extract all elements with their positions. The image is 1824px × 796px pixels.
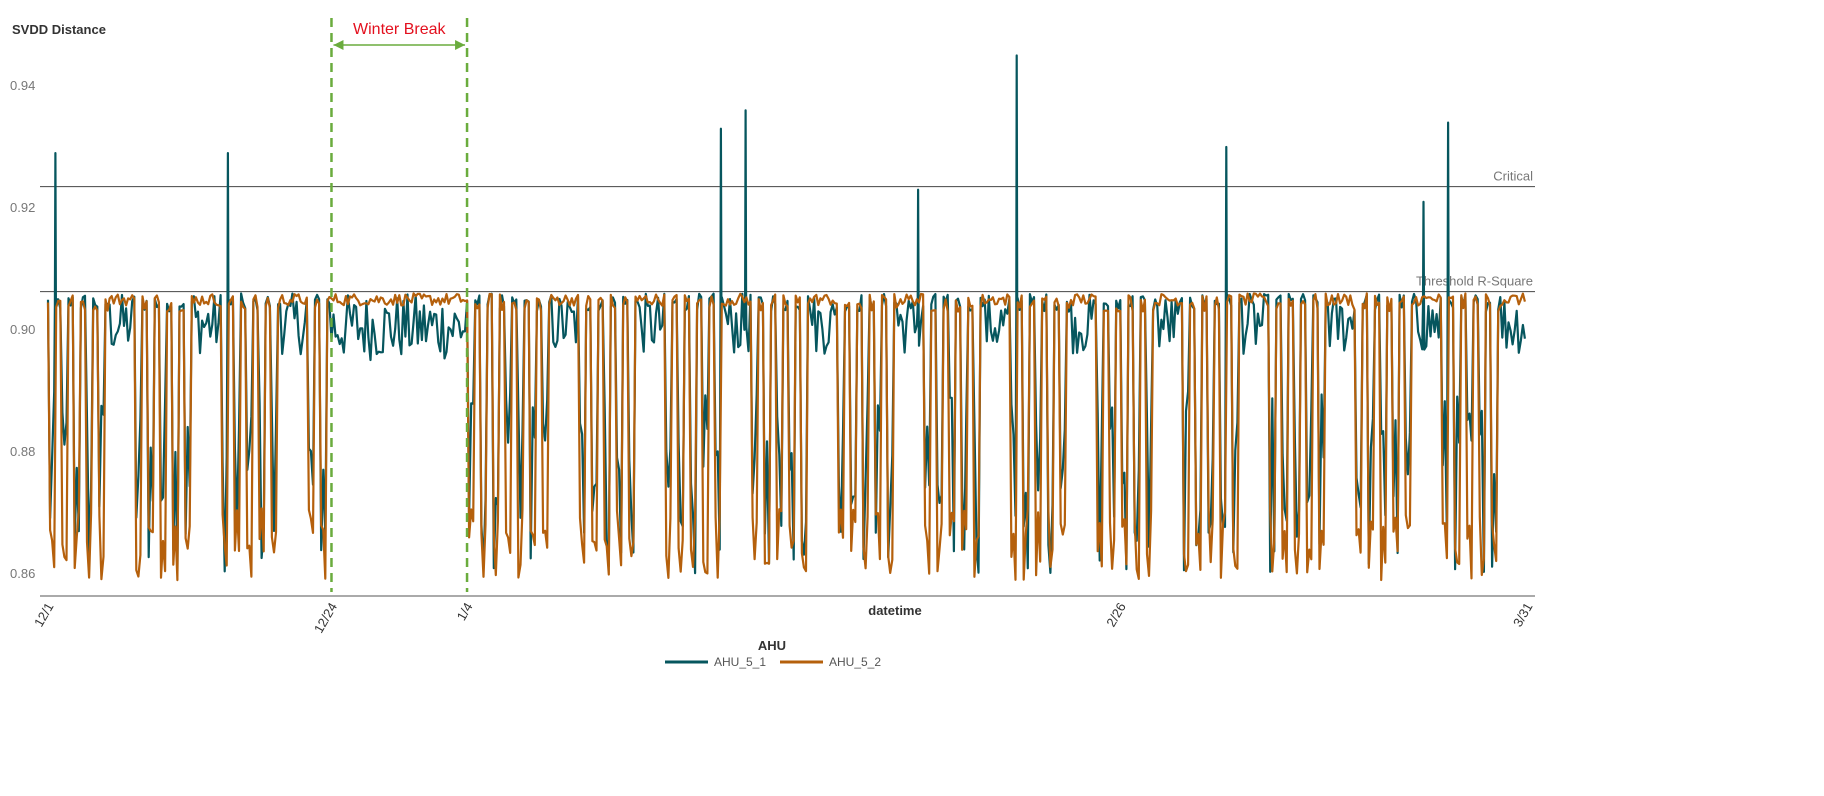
legend-title: AHU bbox=[758, 638, 786, 653]
x-tick-label-2: 1/4 bbox=[454, 600, 476, 623]
x-tick-label-4: 3/31 bbox=[1510, 600, 1536, 629]
series-line-ahu-5-2 bbox=[46, 292, 1526, 582]
legend: AHU AHU_5_1 AHU_5_2 bbox=[665, 638, 881, 669]
y-axis-label: SVDD Distance bbox=[12, 22, 106, 37]
plot-area: 0.86 0.88 0.90 0.92 0.94 12/1 12/24 1/4 2/26 3/31… bbox=[10, 18, 1536, 636]
reference-line-label-1: Threshold R-Square bbox=[1416, 274, 1533, 289]
x-tick-label-1: 12/24 bbox=[311, 600, 340, 636]
y-tick-label-3: 0.92 bbox=[10, 200, 35, 215]
winter-break-arrow-right bbox=[455, 40, 466, 50]
legend-entry-ahu-5-2: AHU_5_2 bbox=[829, 655, 881, 669]
winter-break-arrow-left bbox=[333, 40, 344, 50]
winter-break-label: Winter Break bbox=[353, 21, 446, 38]
y-tick-label-4: 0.94 bbox=[10, 78, 35, 93]
x-axis-label: datetime bbox=[868, 603, 921, 618]
reference-line-label-0: Critical bbox=[1493, 169, 1533, 184]
y-tick-label-0: 0.86 bbox=[10, 566, 35, 581]
y-tick-label-1: 0.88 bbox=[10, 444, 35, 459]
x-tick-label-0: 12/1 bbox=[31, 600, 57, 629]
legend-entry-ahu-5-1: AHU_5_1 bbox=[714, 655, 766, 669]
y-tick-label-2: 0.90 bbox=[10, 322, 35, 337]
x-tick-label-3: 2/26 bbox=[1103, 600, 1129, 629]
